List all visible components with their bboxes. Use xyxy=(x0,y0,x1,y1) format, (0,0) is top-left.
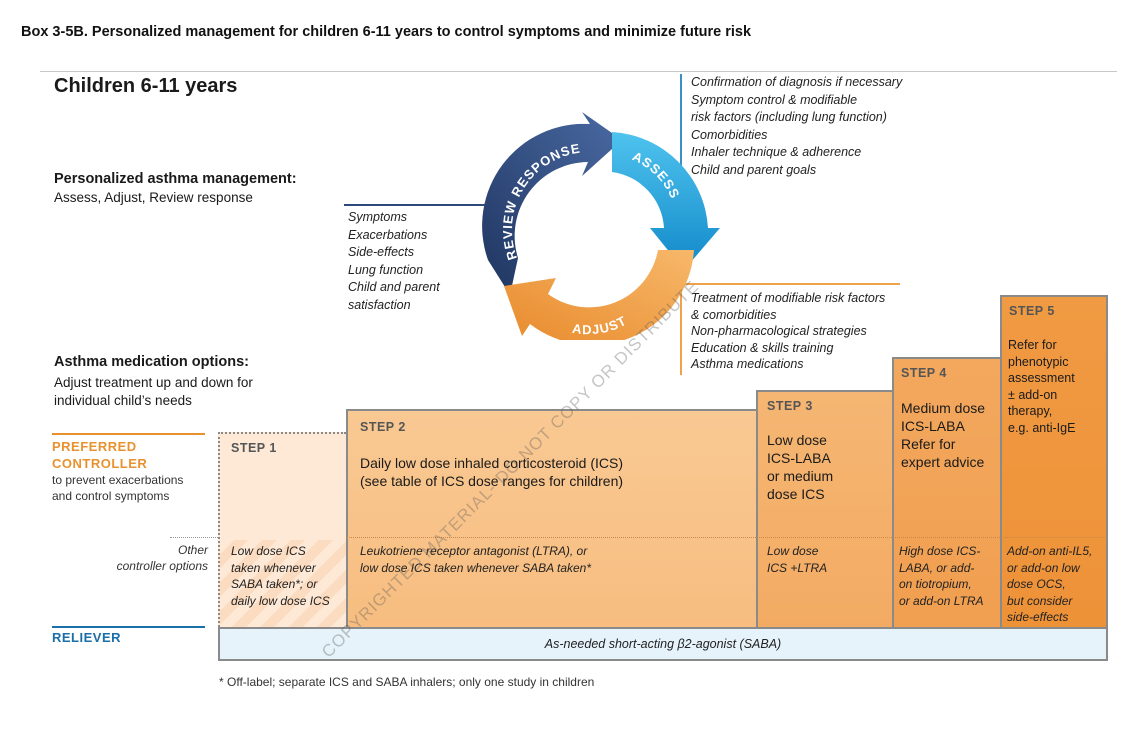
adjust-connector-vertical xyxy=(680,283,682,375)
step-3-label: STEP 3 xyxy=(767,399,813,413)
step-4-label: STEP 4 xyxy=(901,366,947,380)
medication-options-subtitle: Adjust treatment up and down for individ… xyxy=(54,375,253,408)
step-1-label: STEP 1 xyxy=(231,441,277,455)
step-5-other: Add-on anti-IL5, or add-on low dose OCS,… xyxy=(1007,544,1093,624)
step-1-other: Low dose ICS taken whenever SABA taken*;… xyxy=(231,544,330,608)
main-title: Children 6-11 years xyxy=(54,75,238,97)
medication-options-title: Asthma medication options: xyxy=(54,354,249,370)
assess-connector-line xyxy=(680,74,682,189)
step-2-label: STEP 2 xyxy=(360,420,406,434)
assess-item: Child and parent goals xyxy=(691,162,817,177)
top-divider xyxy=(40,71,1117,72)
review-item: Side-effects xyxy=(348,245,415,259)
footnote: * Off-label; separate ICS and SABA inhal… xyxy=(219,675,595,689)
management-cycle-diagram: REVIEW RESPONSE ASSESS ADJUST xyxy=(482,112,720,340)
assess-item: Comorbidities xyxy=(691,127,768,142)
step-4-other: High dose ICS- LABA, or add- on tiotropi… xyxy=(899,544,984,608)
step-2-other: Leukotriene receptor antagonist (LTRA), … xyxy=(360,544,592,575)
other-controller-label: Other controller options xyxy=(116,543,208,573)
adjust-item: Non-pharmacological strategies xyxy=(691,324,867,338)
step-5-preferred: Refer for phenotypic assessment ± add-on… xyxy=(1008,338,1076,435)
preferred-controller-sublabel: to prevent exacerbations and control sym… xyxy=(52,473,184,503)
step-2-preferred: Daily low dose inhaled corticosteroid (I… xyxy=(360,455,624,489)
adjust-connector-line xyxy=(680,283,900,285)
preferred-controller-label: PREFERRED CONTROLLER xyxy=(52,439,148,471)
review-item: Lung function xyxy=(348,262,424,277)
assess-list: Confirmation of diagnosis if necessary S… xyxy=(691,74,951,179)
adjust-list: Treatment of modifiable risk factors & c… xyxy=(691,290,921,373)
reliever-label: RELIEVER xyxy=(52,630,122,645)
adjust-arrow xyxy=(504,250,694,340)
step-1-hatch xyxy=(220,540,346,627)
personalized-management-title: Personalized asthma management: xyxy=(54,171,297,187)
adjust-item: Education & skills training xyxy=(691,340,834,355)
review-response-arrow xyxy=(482,112,622,295)
review-connector-line xyxy=(344,204,500,206)
personalized-management-subtitle: Assess, Adjust, Review response xyxy=(54,190,253,205)
review-item: Child and parent satisfaction xyxy=(348,280,440,312)
step-2-box xyxy=(346,409,756,627)
step-3-box xyxy=(756,390,892,627)
step-3-other: Low dose ICS +LTRA xyxy=(767,544,828,575)
step-4-preferred: Medium dose ICS-LABA Refer for expert ad… xyxy=(901,400,986,470)
assess-item: Inhaler technique & adherence xyxy=(691,145,862,159)
step-5-box xyxy=(1000,295,1108,627)
row-separator xyxy=(346,537,1108,538)
review-list: Symptoms Exacerbations Side-effects Lung… xyxy=(348,209,488,314)
adjust-item: Treatment of modifiable risk factors & c… xyxy=(691,291,886,322)
assess-arrow xyxy=(612,132,720,270)
reliever-text: As-needed short-acting β2-agonist (SABA) xyxy=(544,637,782,651)
box-title: Box 3-5B. Personalized management for ch… xyxy=(21,24,752,40)
assess-item: Symptom control & modifiable risk factor… xyxy=(691,92,887,125)
reliever-divider xyxy=(52,626,205,628)
review-item: Symptoms xyxy=(348,210,408,224)
review-item: Exacerbations xyxy=(348,227,428,242)
reliever-bar xyxy=(218,627,1108,661)
step-4-box xyxy=(892,357,1000,627)
preferred-divider xyxy=(52,433,205,435)
other-divider xyxy=(170,537,218,538)
step-3-preferred: Low dose ICS-LABA or medium dose ICS xyxy=(767,432,834,502)
adjust-item: Asthma medications xyxy=(691,357,804,371)
assess-item: Confirmation of diagnosis if necessary xyxy=(691,75,903,89)
step-5-label: STEP 5 xyxy=(1009,304,1055,318)
